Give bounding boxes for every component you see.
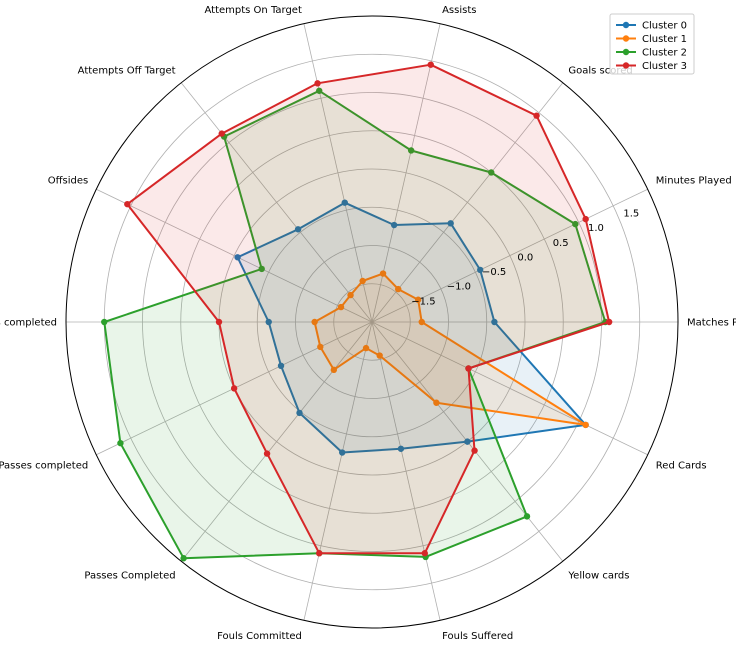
legend-label: Cluster 1 (642, 34, 687, 45)
data-point (397, 445, 405, 452)
outer-frame (65, 15, 679, 629)
axis-label: Long Passes completed (0, 318, 57, 329)
data-point (296, 409, 303, 417)
axis-label: Goals scored (568, 66, 632, 77)
axis-label: Medium Passes completed (0, 461, 88, 472)
data-point (414, 296, 422, 303)
data-point (491, 318, 498, 326)
axis-label: Attempts On Target (205, 5, 302, 16)
legend-label: Cluster 3 (642, 61, 687, 72)
data-point (359, 277, 366, 285)
axis-label: Matches Played (687, 318, 736, 329)
data-point (433, 399, 440, 406)
legend: Cluster 0 Cluster 1 Cluster 2 Cluster 3 (609, 13, 695, 75)
data-point (582, 215, 589, 223)
data-point (124, 200, 131, 208)
series-fill (237, 202, 586, 453)
series-fill (127, 64, 610, 554)
data-point (265, 318, 272, 326)
data-point (390, 221, 398, 229)
data-point (407, 147, 415, 154)
axis-label: Yellow cards (567, 570, 629, 581)
legend-marker (622, 21, 630, 29)
data-point (347, 291, 354, 299)
legend-box (609, 13, 695, 75)
legend-label: Cluster 2 (642, 48, 687, 59)
grid-spoke (180, 321, 373, 562)
data-point (316, 550, 323, 557)
grid-spoke (96, 188, 373, 323)
data-point (465, 365, 472, 372)
data-point (523, 513, 531, 520)
radial-tick-label: 1.0 (588, 223, 604, 234)
data-point (230, 385, 238, 392)
data-point (572, 220, 579, 228)
data-point (294, 226, 302, 233)
data-point (101, 318, 108, 326)
data-point (316, 87, 323, 94)
radial-tick-label: −0.5 (482, 267, 506, 278)
legend-marker (622, 35, 630, 42)
axis-label: Offsides (48, 175, 88, 186)
data-point (218, 130, 225, 137)
grid-spoke (371, 321, 441, 621)
data-point (605, 318, 613, 326)
data-point (317, 343, 324, 351)
data-point (418, 318, 425, 326)
grid-spoke (303, 23, 373, 323)
data-point (234, 254, 241, 261)
legend-marker (622, 48, 630, 56)
data-point (180, 555, 187, 562)
radial-tick-label: 1.5 (623, 209, 639, 220)
data-point (379, 270, 387, 277)
data-point (341, 199, 348, 206)
legend-label: Cluster 0 (642, 21, 687, 32)
data-point (471, 447, 478, 454)
axis-label: Fouls Committed (217, 631, 302, 642)
data-point (488, 169, 495, 176)
data-point (277, 362, 285, 370)
grid-spoke (303, 321, 373, 621)
data-point (376, 352, 383, 359)
data-point (447, 220, 454, 227)
data-point (311, 318, 318, 326)
grid-spoke (371, 321, 648, 456)
data-point (427, 61, 434, 68)
axis-label: Minutes Played (656, 175, 732, 186)
radial-tick-label: −1.5 (411, 296, 435, 307)
radial-tick-label: 0.5 (553, 238, 569, 249)
axis-label: Fouls Suffered (442, 631, 513, 642)
data-point (330, 366, 338, 374)
data-point (215, 318, 223, 326)
radar-series (101, 61, 613, 562)
radial-tick-label: 0.0 (517, 252, 533, 263)
radial-tick-labels: −1.5 −1.0 −0.5 0.0 0.5 1.0 1.5 (411, 209, 639, 308)
axis-labels: Matches Played Minutes Played Goals scored… (0, 5, 736, 642)
data-point (533, 112, 540, 119)
axis-label: Attempts Off Target (78, 66, 176, 77)
data-point (314, 80, 321, 87)
axis-label: Assists (442, 5, 476, 16)
grid-spoke (371, 82, 564, 323)
data-point (421, 550, 428, 557)
data-point (263, 450, 271, 457)
data-point (337, 303, 345, 311)
axis-label: Passes Completed (84, 570, 175, 581)
data-point (582, 421, 589, 429)
data-point (117, 439, 124, 447)
data-point (258, 265, 265, 273)
series-fill (104, 90, 606, 559)
radial-tick-label: −1.0 (447, 282, 471, 293)
data-point (339, 449, 346, 456)
legend-marker (622, 62, 630, 69)
data-point (362, 344, 370, 352)
series-fill (314, 273, 586, 425)
grid-spoke (180, 82, 373, 323)
axis-label: Red Cards (656, 461, 707, 472)
data-point (395, 285, 402, 293)
data-point (477, 266, 484, 274)
data-point (464, 438, 471, 445)
